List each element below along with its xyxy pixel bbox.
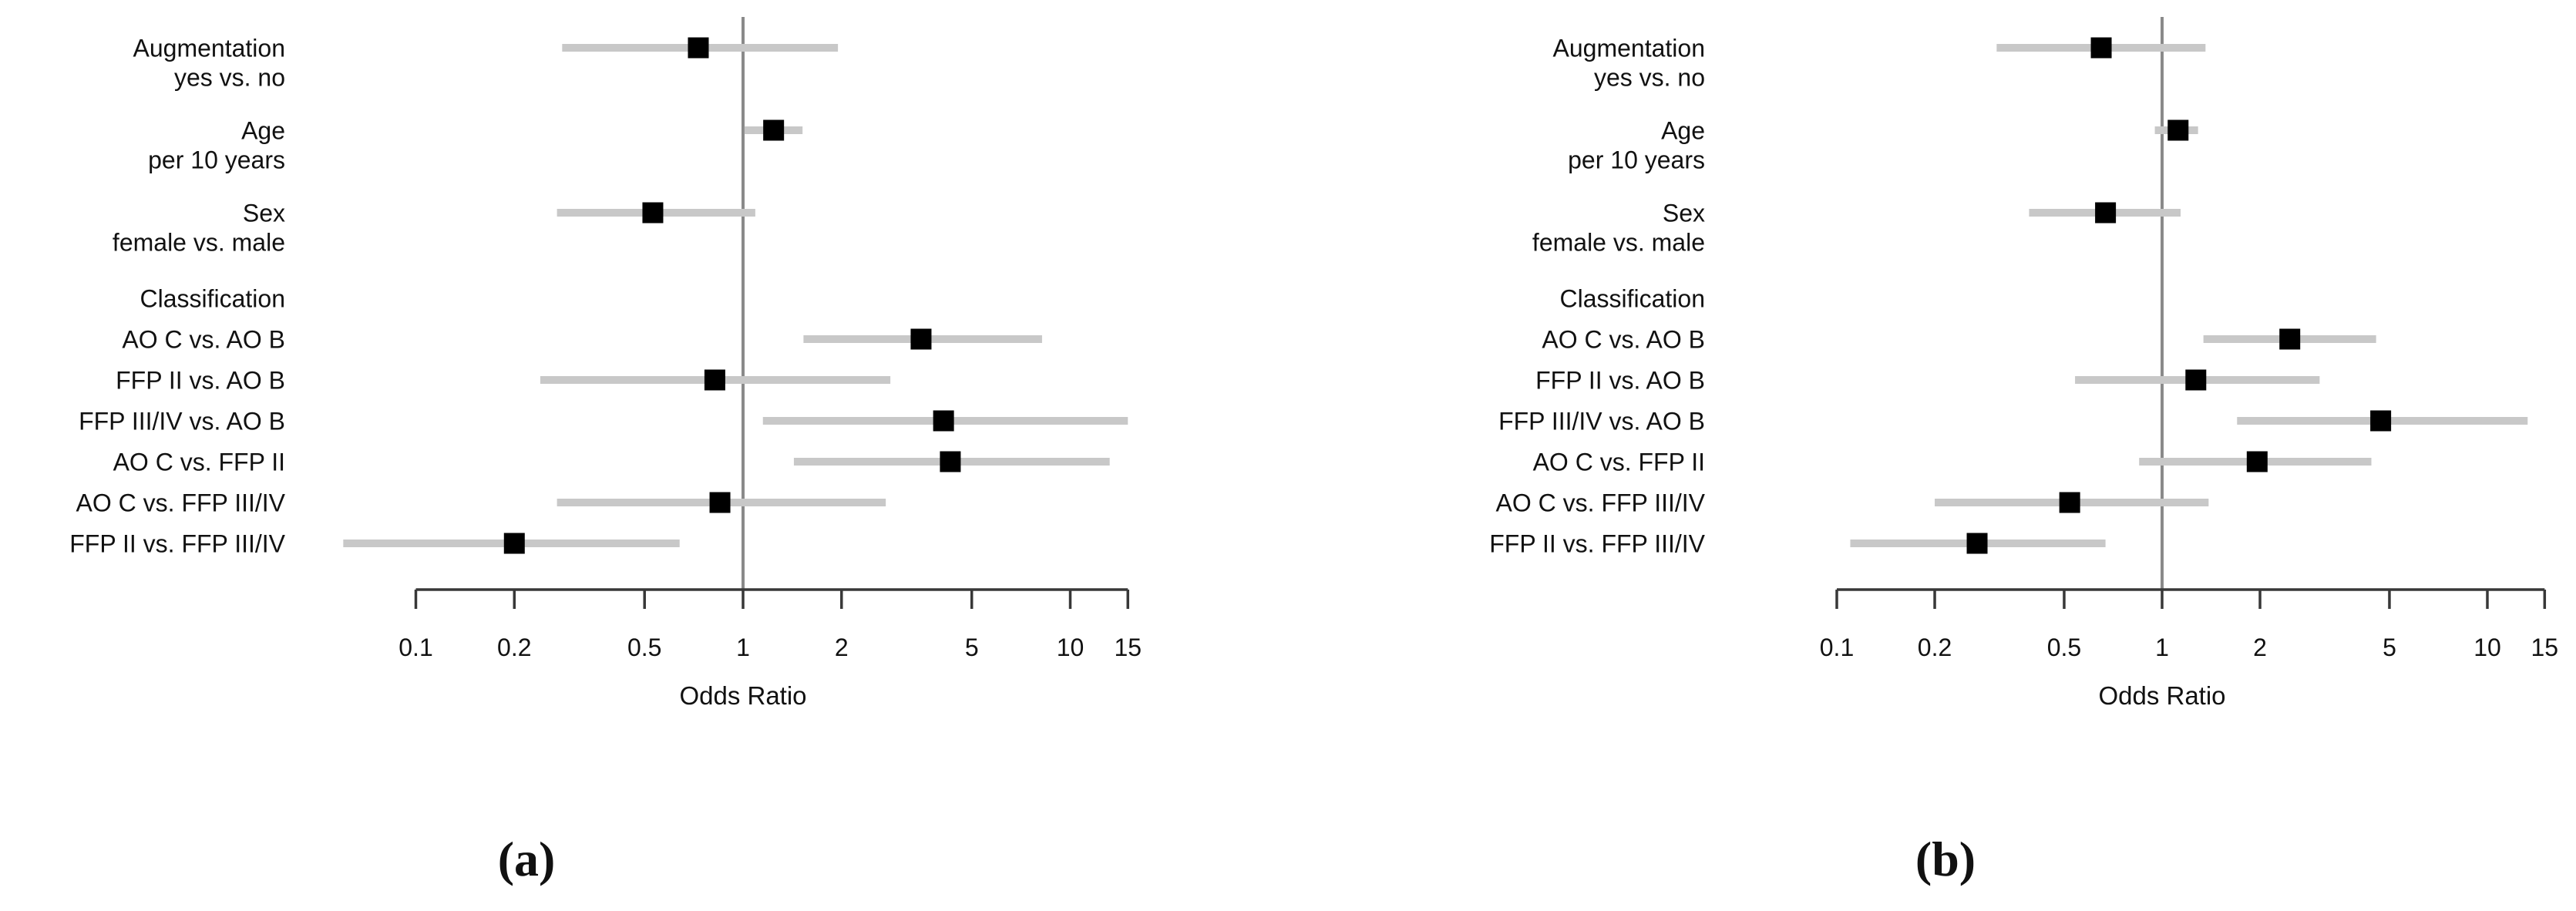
or-point-square: [642, 202, 664, 224]
row-label: FFP II vs. FFP III/IV: [1489, 530, 1705, 558]
row-label: AO C vs. AO B: [1542, 326, 1705, 354]
or-point-square: [704, 369, 725, 391]
row-label: AO C vs. FFP III/IV: [1496, 489, 1706, 517]
x-tick-label: 2: [2253, 634, 2267, 661]
row-sublabel: per 10 years: [148, 146, 285, 174]
or-point-square: [2167, 119, 2189, 141]
row-label: AO C vs. AO B: [122, 326, 285, 354]
row-sublabel: per 10 years: [1568, 146, 1705, 174]
x-tick-label: 0.1: [399, 634, 432, 661]
or-point-square: [688, 37, 709, 59]
row-sublabel: female vs. male: [113, 229, 285, 257]
x-tick-label: 0.5: [627, 634, 661, 661]
or-point-square: [910, 328, 932, 350]
x-tick-label: 5: [2383, 634, 2396, 661]
forest-row: FFP III/IV vs. AO B: [79, 408, 1128, 435]
row-label: AO C vs. FFP II: [1533, 449, 1705, 476]
or-point-square: [763, 119, 785, 141]
or-point-square: [940, 451, 961, 472]
row-label: Sex: [243, 200, 285, 227]
forest-row: FFP II vs. AO B: [1535, 367, 2320, 395]
forest-row: FFP II vs. AO B: [116, 367, 891, 395]
forest-row: AO C vs. FFP II: [113, 449, 1110, 476]
or-point-square: [2279, 328, 2301, 350]
or-point-square: [2059, 492, 2080, 513]
x-tick-label: 15: [2531, 634, 2559, 661]
forest-row: FFP II vs. FFP III/IV: [1489, 530, 2106, 558]
forest-row: AO C vs. FFP III/IV: [1496, 489, 2209, 517]
x-tick-label: 1: [736, 634, 750, 661]
panel-caption: (b): [1915, 832, 1976, 886]
row-label: FFP III/IV vs. AO B: [1498, 408, 1705, 435]
row-label: FFP III/IV vs. AO B: [79, 408, 285, 435]
or-point-square: [2246, 451, 2268, 472]
section-header-row: Classification: [140, 285, 285, 313]
row-sublabel: female vs. male: [1532, 229, 1705, 257]
or-point-square: [709, 492, 731, 513]
x-tick-label: 10: [1057, 634, 1085, 661]
section-header-row: Classification: [1559, 285, 1705, 313]
row-label: AO C vs. FFP II: [113, 449, 285, 476]
or-point-square: [2370, 410, 2392, 432]
row-label: Age: [241, 117, 285, 145]
or-point-square: [2185, 369, 2207, 391]
or-point-square: [503, 533, 525, 554]
x-tick-label: 0.1: [1820, 634, 1854, 661]
forest-row: AO C vs. AO B: [1542, 326, 2376, 354]
or-point-square: [933, 410, 954, 432]
x-tick-label: 10: [2473, 634, 2501, 661]
or-point-square: [2090, 37, 2112, 59]
forest-row: AO C vs. AO B: [122, 326, 1042, 354]
row-label: FFP II vs. AO B: [116, 367, 285, 395]
row-label: AO C vs. FFP III/IV: [76, 489, 286, 517]
x-tick-label: 2: [835, 634, 849, 661]
or-point-square: [1966, 533, 1988, 554]
section-header-label: Classification: [1559, 285, 1705, 313]
forest-row: FFP III/IV vs. AO B: [1498, 408, 2528, 435]
x-tick-label: 0.5: [2047, 634, 2081, 661]
row-sublabel: yes vs. no: [174, 64, 285, 92]
forest-row: AO C vs. FFP II: [1533, 449, 2372, 476]
section-header-label: Classification: [140, 285, 285, 313]
x-axis-title: Odds Ratio: [679, 681, 806, 710]
row-label: Sex: [1663, 200, 1705, 227]
row-label: FFP II vs. AO B: [1535, 367, 1705, 395]
x-tick-label: 5: [965, 634, 979, 661]
forest-row: FFP II vs. FFP III/IV: [69, 530, 680, 558]
x-tick-label: 0.2: [497, 634, 531, 661]
panel-caption: (a): [498, 832, 556, 886]
x-tick-label: 0.2: [1918, 634, 1952, 661]
forest-row: AO C vs. FFP III/IV: [76, 489, 886, 517]
x-tick-label: 15: [1114, 634, 1142, 661]
row-label: Age: [1661, 117, 1705, 145]
or-point-square: [2095, 202, 2117, 224]
x-axis-title: Odds Ratio: [2098, 681, 2225, 710]
row-label: Augmentation: [1553, 35, 1705, 62]
x-tick-label: 1: [2155, 634, 2169, 661]
row-label: FFP II vs. FFP III/IV: [69, 530, 285, 558]
row-sublabel: yes vs. no: [1594, 64, 1705, 92]
row-label: Augmentation: [133, 35, 285, 62]
